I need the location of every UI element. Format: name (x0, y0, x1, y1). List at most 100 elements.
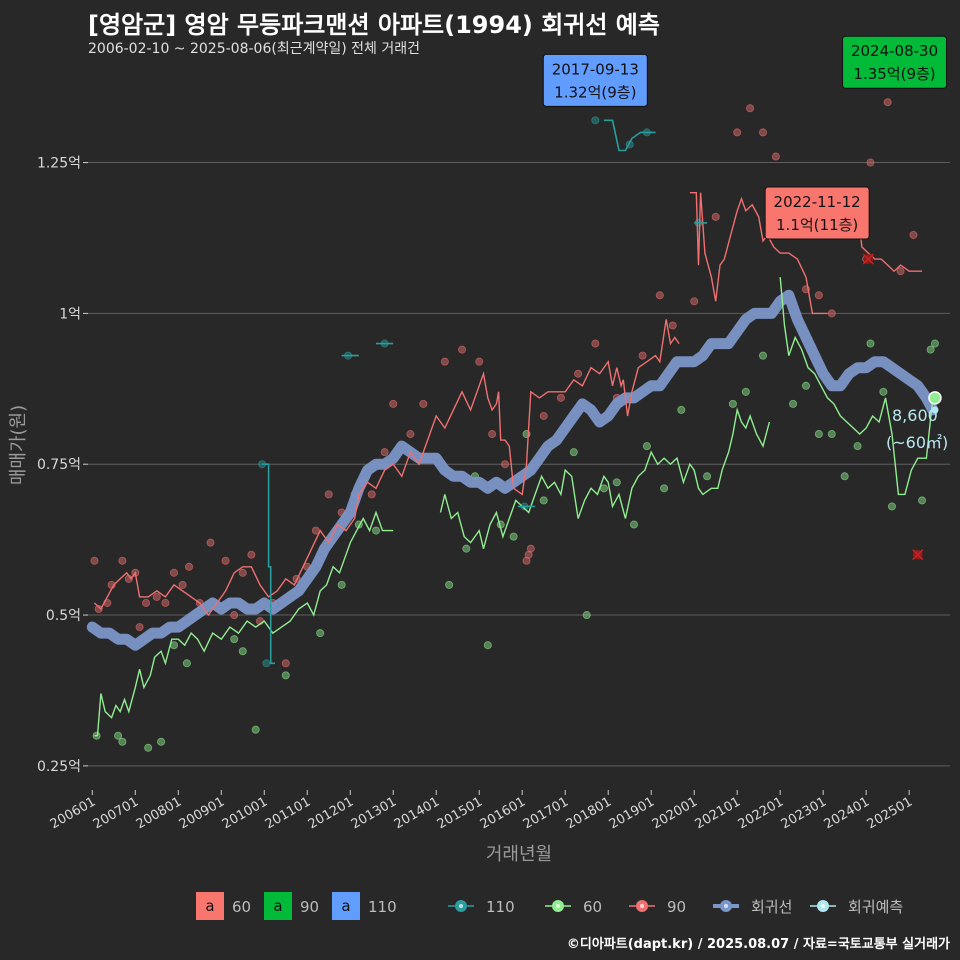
point-60 (642, 442, 651, 451)
x-tick-label: 200701 (91, 794, 141, 832)
point-90 (556, 393, 565, 402)
y-tick-label: 1억 (59, 306, 81, 322)
y-tick-label: 0.25억 (37, 759, 81, 775)
legend-key-letter: a (205, 897, 214, 915)
point-90 (161, 598, 170, 607)
legend-dot-center (459, 904, 463, 908)
point-60 (930, 339, 939, 348)
point-90 (458, 345, 467, 354)
point-60 (462, 544, 471, 553)
line-60 (779, 277, 934, 496)
line-110 (262, 463, 275, 665)
point-60 (445, 580, 454, 589)
point-90 (206, 538, 215, 547)
cancelled-cross (862, 253, 874, 265)
point-60 (230, 635, 239, 644)
x-axis-label: 거래년월 (486, 844, 552, 865)
point-60 (741, 387, 750, 396)
annotation-box (764, 186, 870, 240)
point-60 (866, 339, 875, 348)
point-90 (152, 592, 161, 601)
x-tick-label: 202401 (822, 794, 872, 832)
x-tick-label: 202301 (779, 794, 829, 832)
point-110 (262, 659, 271, 668)
y-tick-label: 0.5억 (46, 608, 81, 624)
y-tick-label: 0.75억 (37, 457, 81, 473)
legend-label: 회귀예측 (848, 898, 903, 916)
grid-layer (88, 162, 950, 767)
point-90 (522, 556, 531, 565)
point-60 (118, 737, 127, 746)
point-60 (703, 472, 712, 481)
legend-label: 90 (300, 898, 319, 916)
annotation-price: 1.35억(9층) (853, 65, 935, 83)
line-110 (603, 119, 656, 152)
point-60 (612, 478, 621, 487)
line-60 (439, 407, 771, 549)
point-90 (501, 460, 510, 469)
forecast-value-label: 8,600 (892, 406, 938, 425)
legend-dot-center (821, 904, 825, 908)
x-tick-label: 201801 (564, 794, 614, 832)
point-90 (488, 430, 497, 439)
point-90 (690, 297, 699, 306)
point-60 (677, 405, 686, 414)
cancelled-cross (912, 549, 924, 561)
line-90 (856, 210, 923, 273)
point-60 (840, 472, 849, 481)
point-60 (630, 520, 639, 529)
point-60 (281, 671, 290, 680)
legend-dot-center (556, 904, 560, 908)
annotation-date: 2024-08-30 (851, 42, 938, 60)
annotation-layer: 8,600 (~60㎡) 2017-09-13 1.32억(9층) 2022-11-12… (542, 35, 948, 452)
point-90 (814, 291, 823, 300)
legend-key-110 (332, 892, 360, 920)
point-90 (591, 339, 600, 348)
point-60 (887, 502, 896, 511)
legend-dot-center (724, 904, 728, 908)
x-tick-label: 202001 (650, 794, 700, 832)
point-60 (827, 430, 836, 439)
x-tick-label: 201701 (521, 794, 571, 832)
point-90 (638, 351, 647, 360)
point-90 (367, 490, 376, 499)
point-90 (118, 556, 127, 565)
point-60 (157, 737, 166, 746)
point-90 (389, 399, 398, 408)
annotation-box (542, 53, 648, 107)
point-60 (660, 484, 669, 493)
point-90 (135, 623, 144, 632)
x-tick-label: 202101 (693, 794, 743, 832)
point-60 (316, 629, 325, 638)
point-90 (90, 556, 99, 565)
x-tick-label: 201501 (435, 794, 485, 832)
point-90 (221, 556, 230, 565)
legend-label: 110 (486, 898, 515, 916)
point-60 (509, 532, 518, 541)
point-90 (866, 158, 875, 167)
x-tick-label: 201901 (607, 794, 657, 832)
annotation-date: 2022-11-12 (774, 193, 861, 211)
point-60 (539, 496, 548, 505)
point-60 (879, 387, 888, 396)
annotation-date: 2017-09-13 (552, 60, 639, 78)
point-60 (569, 448, 578, 457)
regression-line (86, 289, 939, 651)
legend-label: 회귀선 (751, 898, 792, 916)
legend-key-90 (264, 892, 292, 920)
x-tick-label: 201101 (263, 794, 313, 832)
point-90 (771, 152, 780, 161)
point-60 (251, 725, 260, 734)
point-90 (169, 568, 178, 577)
line-60 (94, 510, 394, 737)
point-60 (238, 647, 247, 656)
x-tick-label: 200801 (134, 794, 184, 832)
legend-label: 90 (667, 898, 686, 916)
x-tick-label: 201201 (306, 794, 356, 832)
point-110 (591, 116, 600, 125)
point-90 (475, 357, 484, 366)
legend-key-60 (196, 892, 224, 920)
legend-label: 110 (368, 898, 397, 916)
line-90 (689, 192, 828, 315)
point-90 (539, 411, 548, 420)
